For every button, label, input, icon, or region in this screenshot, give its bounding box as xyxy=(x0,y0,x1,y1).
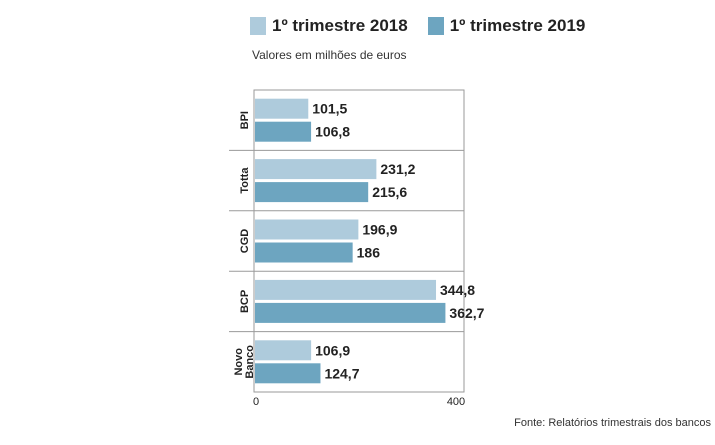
plot-frame xyxy=(253,89,465,393)
data-label: 196,9 xyxy=(362,222,397,238)
legend-item-2018: 1º trimestre 2018 xyxy=(250,16,408,36)
bar xyxy=(255,98,309,119)
data-label: 344,8 xyxy=(440,282,475,298)
bar xyxy=(255,219,359,240)
bar xyxy=(255,363,321,384)
legend-item-2019: 1º trimestre 2019 xyxy=(427,16,586,36)
bar xyxy=(255,279,437,300)
category-label: BCP xyxy=(239,290,251,313)
category-label: BPI xyxy=(239,111,251,129)
data-label: 106,9 xyxy=(315,342,350,358)
bar xyxy=(255,340,312,361)
data-label: 106,8 xyxy=(315,124,350,140)
data-label: 101,5 xyxy=(312,101,347,117)
data-label: 362,7 xyxy=(449,305,484,321)
bar xyxy=(255,302,446,323)
bar xyxy=(255,121,312,142)
data-label: 215,6 xyxy=(372,184,407,200)
chart-subtitle: Valores em milhões de euros xyxy=(252,48,407,62)
bar xyxy=(255,182,369,203)
chart-legend: 1º trimestre 2018 1º trimestre 2019 xyxy=(250,16,605,36)
legend-swatch-2018 xyxy=(250,17,266,35)
legend-swatch-2019 xyxy=(427,17,444,35)
x-tick-label: 400 xyxy=(447,396,465,408)
data-label: 231,2 xyxy=(380,161,415,177)
chart-source: Fonte: Relatórios trimestrais dos bancos xyxy=(514,417,711,429)
category-label: CGD xyxy=(239,229,251,254)
category-label: Totta xyxy=(239,167,251,194)
category-label: NovoBanco xyxy=(233,345,256,379)
data-label: 124,7 xyxy=(324,365,359,381)
legend-label-2018: 1º trimestre 2018 xyxy=(272,16,408,35)
bar xyxy=(255,159,377,180)
bar xyxy=(255,242,353,263)
x-tick-label: 0 xyxy=(253,396,259,408)
legend-label-2019: 1º trimestre 2019 xyxy=(449,16,586,35)
data-label: 186 xyxy=(357,245,381,261)
